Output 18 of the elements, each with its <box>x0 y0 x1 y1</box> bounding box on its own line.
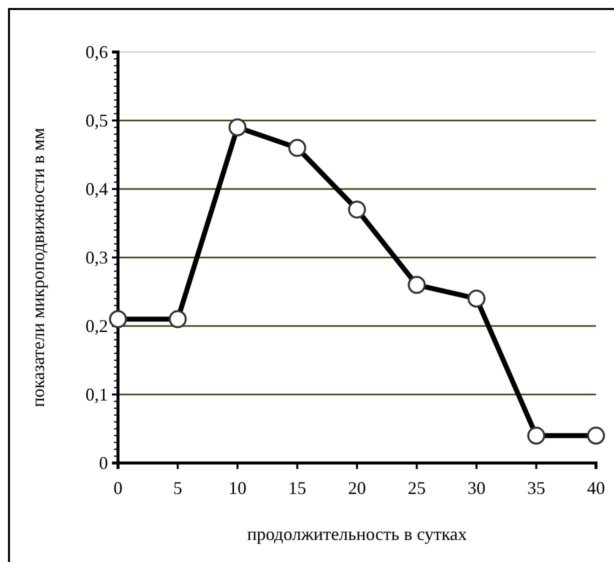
x-tick-label: 10 <box>228 478 246 498</box>
x-tick-label: 5 <box>173 478 182 498</box>
y-axis-title: показатели микроподвижности в мм <box>28 128 48 408</box>
y-tick-label: 0,1 <box>86 384 108 404</box>
y-tick-label: 0 <box>99 452 108 473</box>
y-tick-label: 0,2 <box>86 316 108 336</box>
x-tick-label: 30 <box>468 478 486 498</box>
y-tick-label: 0,4 <box>86 178 108 199</box>
y-tick-label: 0,3 <box>86 247 108 268</box>
x-tick-label: 15 <box>288 478 306 498</box>
x-tick-label: 40 <box>587 478 605 498</box>
y-tick-label: 0,6 <box>86 42 108 62</box>
x-axis-title: продолжительность в сутках <box>247 524 467 544</box>
x-tick-label: 0 <box>114 478 122 498</box>
x-tick-label: 35 <box>527 478 546 498</box>
y-tick-label: 0,5 <box>86 110 108 130</box>
x-tick-label: 20 <box>348 478 366 498</box>
x-tick-label: 25 <box>408 478 426 498</box>
